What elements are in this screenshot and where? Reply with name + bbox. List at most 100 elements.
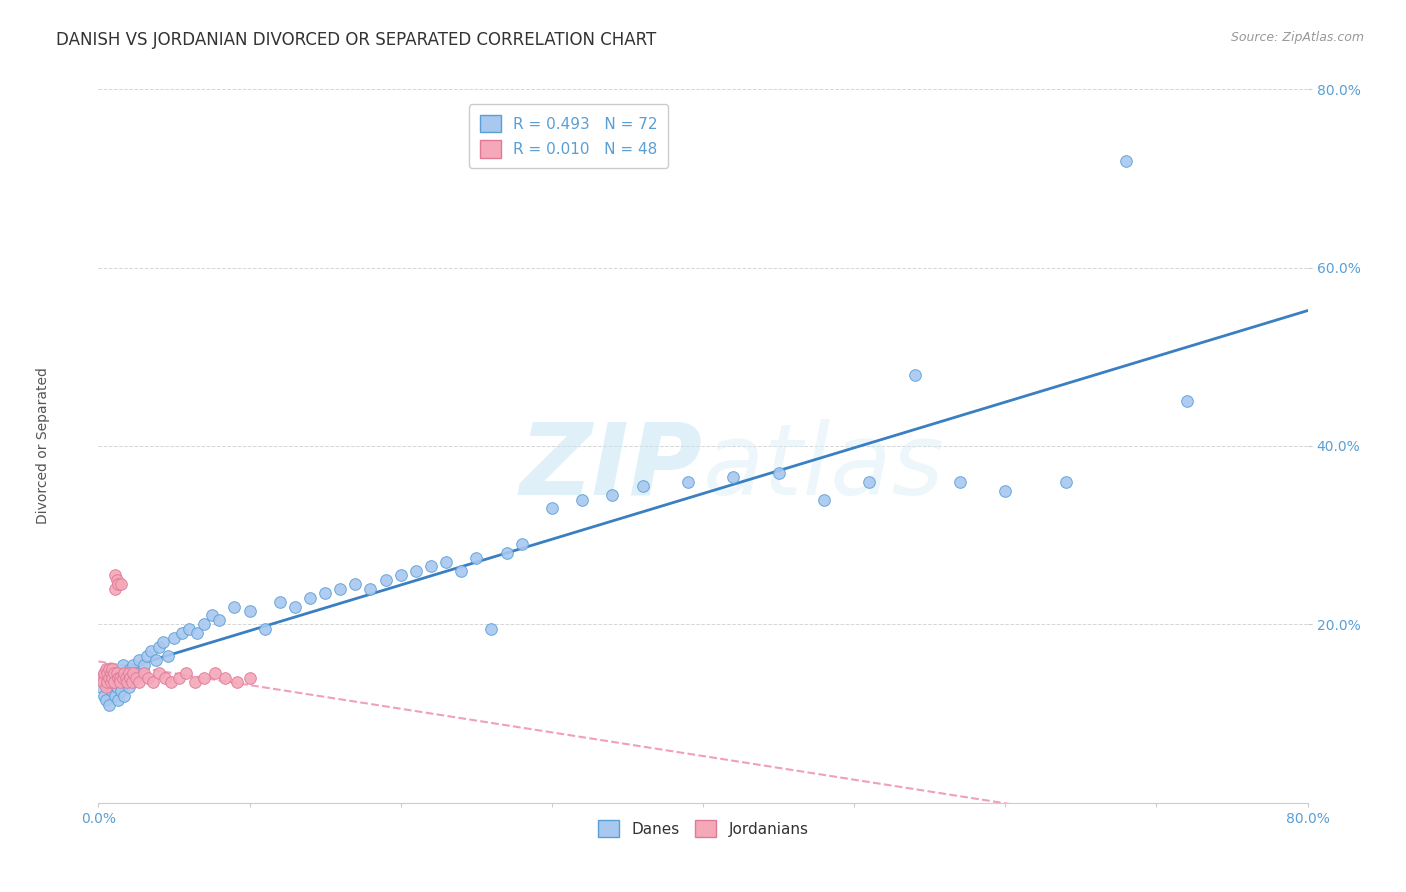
Point bbox=[120, 662, 142, 676]
Point bbox=[167, 671, 190, 685]
Point bbox=[152, 635, 174, 649]
Point bbox=[108, 675, 131, 690]
Point bbox=[122, 666, 145, 681]
Point bbox=[389, 568, 412, 582]
Point bbox=[114, 675, 136, 690]
Point bbox=[204, 666, 226, 681]
Point bbox=[602, 488, 624, 502]
Point bbox=[112, 689, 135, 703]
Point bbox=[136, 671, 159, 685]
Point bbox=[224, 599, 246, 614]
Point bbox=[153, 671, 176, 685]
Point bbox=[101, 662, 124, 676]
Point bbox=[103, 675, 125, 690]
Point bbox=[110, 684, 132, 698]
Point bbox=[98, 698, 121, 712]
Point bbox=[105, 680, 128, 694]
Point bbox=[111, 657, 134, 672]
Point bbox=[90, 680, 112, 694]
Point bbox=[96, 675, 118, 690]
Point bbox=[108, 671, 131, 685]
Point bbox=[104, 689, 127, 703]
Point bbox=[239, 604, 262, 618]
Point bbox=[465, 550, 488, 565]
Point bbox=[132, 657, 155, 672]
Text: ZIP: ZIP bbox=[520, 419, 703, 516]
Point bbox=[179, 622, 201, 636]
Point bbox=[186, 626, 208, 640]
Point bbox=[100, 666, 122, 681]
Point bbox=[201, 608, 224, 623]
Point bbox=[1054, 475, 1077, 489]
Point bbox=[94, 693, 117, 707]
Point bbox=[314, 586, 336, 600]
Point bbox=[239, 671, 262, 685]
Point bbox=[299, 591, 322, 605]
Point bbox=[125, 671, 148, 685]
Point bbox=[93, 689, 115, 703]
Point bbox=[214, 671, 236, 685]
Point bbox=[101, 684, 124, 698]
Text: atlas: atlas bbox=[703, 419, 945, 516]
Point bbox=[107, 693, 129, 707]
Point bbox=[148, 640, 170, 654]
Text: Source: ZipAtlas.com: Source: ZipAtlas.com bbox=[1230, 31, 1364, 45]
Point bbox=[226, 675, 249, 690]
Point bbox=[107, 577, 129, 591]
Point bbox=[104, 568, 127, 582]
Point bbox=[329, 582, 352, 596]
Point bbox=[405, 564, 427, 578]
Point bbox=[481, 622, 503, 636]
Point bbox=[571, 492, 593, 507]
Point bbox=[1175, 394, 1198, 409]
Point bbox=[90, 671, 112, 685]
Point bbox=[94, 662, 117, 676]
Point bbox=[142, 675, 165, 690]
Point bbox=[112, 666, 135, 681]
Point bbox=[253, 622, 276, 636]
Point bbox=[110, 577, 132, 591]
Point bbox=[141, 644, 163, 658]
Point bbox=[98, 662, 121, 676]
Point bbox=[96, 671, 118, 685]
Y-axis label: Divorced or Separated: Divorced or Separated bbox=[35, 368, 49, 524]
Point bbox=[103, 666, 125, 681]
Point bbox=[104, 582, 127, 596]
Point bbox=[148, 666, 170, 681]
Point bbox=[676, 475, 699, 489]
Point bbox=[103, 666, 125, 681]
Point bbox=[98, 671, 121, 685]
Point bbox=[434, 555, 457, 569]
Point bbox=[101, 671, 124, 685]
Text: DANISH VS JORDANIAN DIVORCED OR SEPARATED CORRELATION CHART: DANISH VS JORDANIAN DIVORCED OR SEPARATE… bbox=[56, 31, 657, 49]
Point bbox=[156, 648, 179, 663]
Point bbox=[121, 675, 143, 690]
Point bbox=[269, 595, 291, 609]
Point bbox=[768, 466, 790, 480]
Legend: Danes, Jordanians: Danes, Jordanians bbox=[591, 813, 815, 845]
Point bbox=[174, 666, 197, 681]
Point bbox=[450, 564, 472, 578]
Point bbox=[108, 671, 131, 685]
Point bbox=[111, 671, 134, 685]
Point bbox=[122, 657, 145, 672]
Point bbox=[115, 666, 138, 681]
Point bbox=[128, 653, 150, 667]
Point bbox=[121, 671, 143, 685]
Point bbox=[193, 671, 215, 685]
Point bbox=[170, 626, 193, 640]
Point bbox=[91, 675, 114, 690]
Point bbox=[118, 666, 141, 681]
Point bbox=[105, 666, 128, 681]
Point bbox=[163, 631, 186, 645]
Point bbox=[374, 573, 396, 587]
Point bbox=[100, 675, 122, 690]
Point bbox=[145, 653, 167, 667]
Point bbox=[107, 671, 129, 685]
Point bbox=[949, 475, 972, 489]
Point bbox=[120, 671, 142, 685]
Point bbox=[128, 675, 150, 690]
Point bbox=[344, 577, 367, 591]
Point bbox=[160, 675, 183, 690]
Point bbox=[94, 680, 117, 694]
